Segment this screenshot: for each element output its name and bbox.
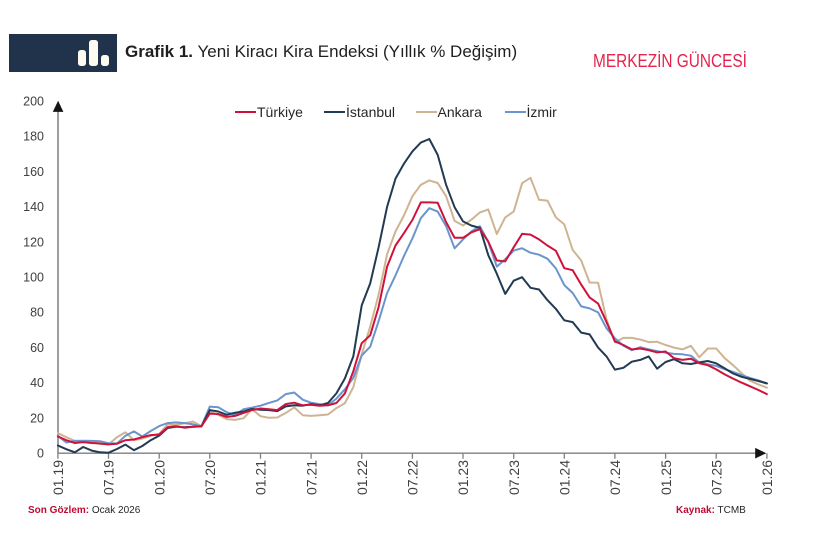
- svg-text:01.25: 01.25: [658, 460, 674, 495]
- svg-text:07.25: 07.25: [708, 460, 724, 495]
- svg-text:07.20: 07.20: [202, 460, 218, 495]
- svg-text:120: 120: [23, 235, 44, 249]
- svg-text:40: 40: [30, 376, 44, 390]
- svg-text:07.23: 07.23: [506, 460, 522, 495]
- svg-text:01.20: 01.20: [151, 460, 167, 495]
- svg-text:01.21: 01.21: [253, 460, 269, 495]
- svg-text:07.21: 07.21: [303, 460, 319, 495]
- svg-text:01.19: 01.19: [50, 460, 66, 495]
- svg-text:60: 60: [30, 341, 44, 355]
- svg-text:07.19: 07.19: [101, 460, 117, 495]
- svg-text:0: 0: [37, 446, 44, 460]
- svg-text:01.23: 01.23: [455, 460, 471, 495]
- svg-text:200: 200: [23, 94, 44, 108]
- svg-text:80: 80: [30, 306, 44, 320]
- svg-text:100: 100: [23, 270, 44, 284]
- svg-text:01.24: 01.24: [557, 460, 573, 495]
- svg-text:01.22: 01.22: [354, 460, 370, 495]
- svg-text:07.22: 07.22: [405, 460, 421, 495]
- svg-text:180: 180: [23, 130, 44, 144]
- svg-text:20: 20: [30, 411, 44, 425]
- svg-text:01.26: 01.26: [759, 460, 775, 495]
- svg-text:140: 140: [23, 200, 44, 214]
- svg-text:07.24: 07.24: [607, 460, 623, 495]
- svg-text:160: 160: [23, 165, 44, 179]
